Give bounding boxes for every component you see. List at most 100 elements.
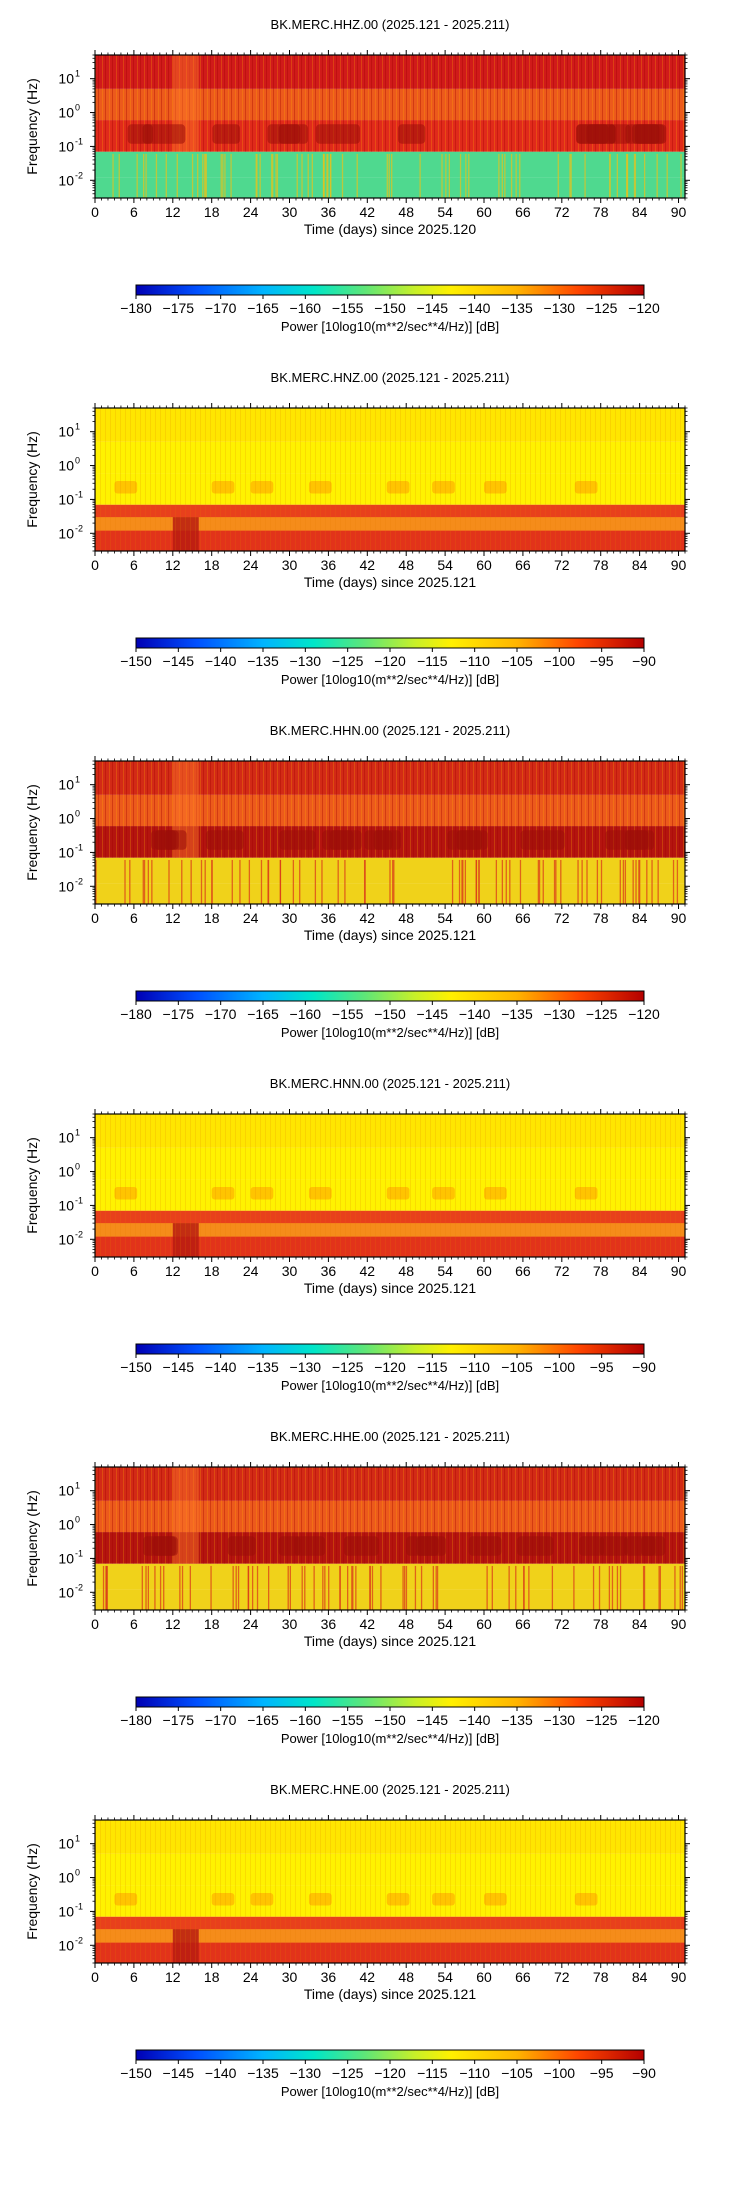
x-tick-label: 60 — [476, 1263, 492, 1279]
spectrogram-panel: BK.MERC.HNE.00 (2025.121 - 2025.211)0 6 12… — [24, 1782, 690, 2099]
transient-streak — [369, 1565, 371, 1610]
x-tick-label: 12 — [165, 1616, 181, 1632]
y-tick-label: 10 — [58, 844, 74, 860]
x-tick-label: 60 — [476, 1969, 492, 1985]
transient-streak — [210, 1565, 212, 1610]
transient-streak — [403, 1565, 406, 1610]
transient-streak — [609, 153, 611, 198]
transient-streak — [251, 1565, 254, 1610]
transient-streak — [95, 859, 97, 904]
x-tick-label: 36 — [321, 910, 337, 926]
transient-streak — [656, 153, 658, 198]
transient-streak — [639, 859, 641, 904]
colorbar-tick-label: −120 — [628, 1006, 660, 1022]
transient-streak — [611, 1565, 614, 1610]
transient-streak — [475, 859, 478, 904]
transient-streak — [458, 859, 461, 904]
colorbar-tick-label: −175 — [163, 1712, 195, 1728]
colorbar-tick-label: −110 — [459, 653, 490, 669]
transient-streak — [555, 859, 557, 904]
transient-streak — [519, 153, 521, 198]
transient-streak — [191, 153, 194, 198]
colorbar-tick-label: −150 — [120, 2065, 152, 2081]
spectrogram-panel: BK.MERC.HHN.00 (2025.121 - 2025.211)0 6 12… — [24, 723, 690, 1040]
x-tick-label: 84 — [632, 1616, 648, 1632]
microseism-patch — [605, 830, 649, 850]
transient-streak — [419, 153, 421, 198]
x-tick-label: 36 — [321, 1263, 337, 1279]
colorbar-tick-label: −135 — [501, 1006, 533, 1022]
x-tick-label: 36 — [321, 204, 337, 220]
y-tick-exponent: -1 — [75, 1195, 83, 1205]
y-tick-label: 10 — [58, 1517, 74, 1533]
plot-frame — [94, 407, 686, 552]
transient-streak — [523, 1565, 525, 1610]
x-tick-label: 24 — [243, 1969, 259, 1985]
transient-streak — [432, 1565, 434, 1610]
transient-streak — [179, 1565, 181, 1610]
transient-streak — [508, 1565, 510, 1610]
x-tick-label: 78 — [593, 1263, 609, 1279]
x-tick-label: 66 — [515, 1616, 531, 1632]
transient-streak — [279, 859, 281, 904]
y-tick-exponent: -2 — [75, 1935, 83, 1945]
transient-streak — [271, 153, 273, 198]
transient-streak — [327, 153, 329, 198]
y-tick-exponent: 0 — [75, 456, 80, 466]
x-tick-label: 30 — [282, 1263, 298, 1279]
colorbar-tick-label: −125 — [586, 1006, 618, 1022]
colorbar-tick-label: −120 — [374, 653, 406, 669]
transient-streak — [351, 1565, 353, 1610]
y-tick-label: 10 — [58, 1903, 74, 1919]
transient-streak — [619, 859, 621, 904]
colorbar-tick-label: −145 — [163, 653, 195, 669]
x-tick-label: 54 — [437, 1969, 453, 1985]
x-tick-label: 66 — [515, 910, 531, 926]
transient-streak — [204, 153, 206, 198]
transient-streak — [224, 153, 226, 198]
x-tick-label: 90 — [671, 1969, 687, 1985]
transient-streak — [633, 153, 636, 198]
transient-streak — [248, 859, 251, 904]
colorbar-tick-label: −180 — [120, 300, 152, 316]
x-tick-label: 24 — [243, 1263, 259, 1279]
colorbar-tick-label: −120 — [628, 300, 660, 316]
x-tick-label: 66 — [515, 557, 531, 573]
transient-streak — [142, 859, 144, 904]
chart-title: BK.MERC.HNN.00 (2025.121 - 2025.211) — [270, 1076, 510, 1091]
colorbar-tick-label: −110 — [459, 1359, 490, 1375]
y-axis-label: Frequency (Hz) — [24, 1490, 40, 1586]
colorbar-tick-label: −100 — [544, 2065, 576, 2081]
x-tick-label: 78 — [593, 910, 609, 926]
transient-streak — [581, 859, 583, 904]
transient-streak — [313, 1565, 315, 1610]
transient-streak — [197, 153, 199, 198]
transient-streak — [651, 859, 653, 904]
microseism-patch — [623, 1536, 656, 1556]
colorbar-label: Power [10log10(m**2/sec**4/Hz)] [dB] — [281, 2084, 499, 2099]
y-tick-exponent: 1 — [75, 1834, 80, 1844]
transient-streak — [445, 153, 447, 198]
transient-streak — [247, 1565, 250, 1610]
transient-streak — [643, 153, 646, 198]
transient-streak — [296, 153, 298, 198]
transient-streak — [608, 1565, 611, 1610]
colorbar-tick-label: −140 — [459, 300, 491, 316]
transient-streak — [389, 859, 391, 904]
colorbar-tick-label: −130 — [544, 300, 576, 316]
x-tick-label: 48 — [398, 1616, 414, 1632]
x-tick-label: 60 — [476, 204, 492, 220]
x-tick-label: 54 — [437, 557, 453, 573]
transient-streak — [141, 1565, 143, 1610]
transient-streak — [491, 1565, 493, 1610]
transient-streak — [181, 859, 183, 904]
colorbar-tick-label: −155 — [332, 1712, 364, 1728]
x-tick-label: 72 — [554, 1616, 570, 1632]
y-tick-exponent: 0 — [75, 809, 80, 819]
transient-streak — [560, 859, 562, 904]
x-tick-label: 42 — [360, 1263, 376, 1279]
colorbar-tick-label: −95 — [590, 653, 614, 669]
transient-streak — [634, 153, 637, 198]
x-tick-label: 6 — [130, 1616, 138, 1632]
transient-streak — [569, 153, 571, 198]
